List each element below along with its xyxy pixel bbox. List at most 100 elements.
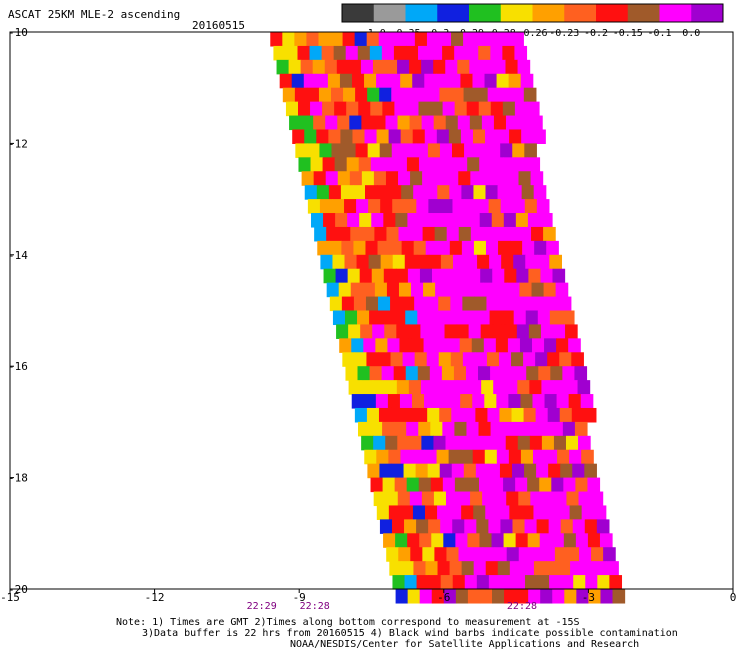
swath-cell bbox=[444, 268, 457, 284]
swath-cell bbox=[549, 310, 563, 326]
swath-cell bbox=[412, 505, 426, 520]
swath-cell bbox=[394, 477, 408, 493]
swath-cell bbox=[494, 171, 508, 186]
swath-cell bbox=[358, 157, 372, 172]
swath-cell bbox=[449, 505, 462, 520]
swath-cell bbox=[528, 268, 542, 284]
swath-cell bbox=[397, 491, 411, 507]
swath-cell bbox=[420, 324, 434, 339]
swath-cell bbox=[466, 421, 480, 437]
swath-cell bbox=[285, 101, 299, 117]
swath-cell bbox=[524, 519, 538, 534]
swath-cell bbox=[365, 296, 379, 312]
swath-cell bbox=[466, 477, 480, 493]
swath-cell bbox=[555, 282, 569, 298]
swath-cell bbox=[324, 59, 338, 75]
swath-cell bbox=[440, 519, 453, 534]
swath-cell bbox=[437, 185, 450, 200]
swath-cell bbox=[348, 324, 361, 339]
swath-cell bbox=[273, 45, 287, 61]
swath-cell bbox=[515, 477, 528, 493]
swath-cell bbox=[484, 394, 497, 409]
swath-cell bbox=[378, 407, 392, 423]
swath-cell bbox=[394, 157, 408, 172]
swath-cell bbox=[565, 380, 579, 395]
swath-cell bbox=[427, 143, 441, 158]
swath-cell bbox=[477, 254, 490, 270]
swath-cell bbox=[398, 547, 411, 562]
swath-cell bbox=[411, 282, 424, 298]
swath-cell bbox=[498, 296, 512, 312]
swath-cell bbox=[535, 352, 548, 367]
swath-cell bbox=[313, 171, 327, 186]
swath-cell bbox=[448, 449, 462, 465]
swath-cell bbox=[540, 589, 553, 604]
swath-cell bbox=[338, 282, 352, 298]
swath-cell bbox=[587, 477, 601, 493]
swath-cell bbox=[550, 421, 564, 437]
swath-cell bbox=[504, 268, 517, 284]
swath-cell bbox=[499, 87, 513, 103]
swath-cell bbox=[304, 185, 318, 200]
colorbar-swatch bbox=[564, 4, 597, 22]
swath-cell bbox=[584, 519, 598, 534]
swath-cell bbox=[482, 171, 496, 186]
swath-cell bbox=[418, 477, 432, 493]
swath-cell bbox=[407, 268, 421, 284]
swath-cell bbox=[445, 491, 459, 507]
swath-cell bbox=[403, 463, 417, 479]
swath-cell bbox=[378, 296, 391, 312]
swath-cell bbox=[476, 199, 490, 214]
swath-cell bbox=[397, 435, 410, 451]
swath-heatmap bbox=[270, 32, 626, 604]
swath-cell bbox=[300, 59, 314, 75]
swath-cell bbox=[502, 421, 516, 437]
swath-cell bbox=[565, 435, 579, 451]
swath-cell bbox=[344, 199, 357, 214]
swath-cell bbox=[364, 73, 377, 89]
colorbar-tick-label: -0.1 bbox=[647, 28, 671, 39]
swath-cell bbox=[427, 87, 441, 103]
swath-cell bbox=[386, 226, 400, 242]
swath-cell bbox=[483, 282, 496, 298]
footer-credit: NOAA/NESDIS/Center for Satellite Applica… bbox=[290, 639, 640, 650]
swath-cell bbox=[553, 380, 567, 395]
swath-cell bbox=[338, 226, 351, 242]
swath-cell bbox=[405, 45, 419, 61]
swath-cell bbox=[421, 59, 434, 75]
swath-cell bbox=[391, 463, 405, 479]
swath-cell bbox=[474, 352, 488, 367]
swath-cell bbox=[523, 87, 537, 103]
swath-cell bbox=[530, 115, 543, 131]
swath-cell bbox=[398, 282, 412, 298]
swath-cell bbox=[487, 32, 500, 47]
swath-cell bbox=[577, 380, 591, 395]
swath-cell bbox=[467, 213, 481, 228]
swath-cell bbox=[382, 157, 396, 172]
swath-cell bbox=[414, 32, 428, 47]
swath-cell bbox=[471, 338, 485, 353]
swath-cell bbox=[452, 254, 466, 270]
swath-cell bbox=[460, 394, 473, 409]
swath-cell bbox=[415, 407, 428, 423]
swath-cell bbox=[467, 533, 481, 548]
swath-cell bbox=[454, 101, 468, 117]
swath-cell bbox=[411, 338, 425, 353]
swath-cell bbox=[416, 519, 429, 534]
colorbar-swatch bbox=[373, 4, 406, 22]
swath-cell bbox=[451, 32, 464, 47]
swath-cell bbox=[594, 561, 607, 576]
footer-note-2: 3)Data buffer is 22 hrs from 20160515 4)… bbox=[142, 628, 678, 639]
colorbar-tick-label: -0.2 bbox=[584, 28, 608, 39]
swath-cell bbox=[309, 45, 323, 61]
swath-cell bbox=[454, 421, 468, 437]
swath-cell bbox=[457, 59, 470, 75]
swath-cell bbox=[539, 533, 553, 548]
swath-cell bbox=[295, 143, 308, 158]
swath-cell bbox=[461, 185, 475, 200]
swath-cell bbox=[440, 575, 454, 590]
swath-cell bbox=[381, 45, 395, 61]
swath-cell bbox=[439, 463, 453, 479]
swath-cell bbox=[560, 463, 573, 479]
swath-cell bbox=[546, 240, 559, 256]
